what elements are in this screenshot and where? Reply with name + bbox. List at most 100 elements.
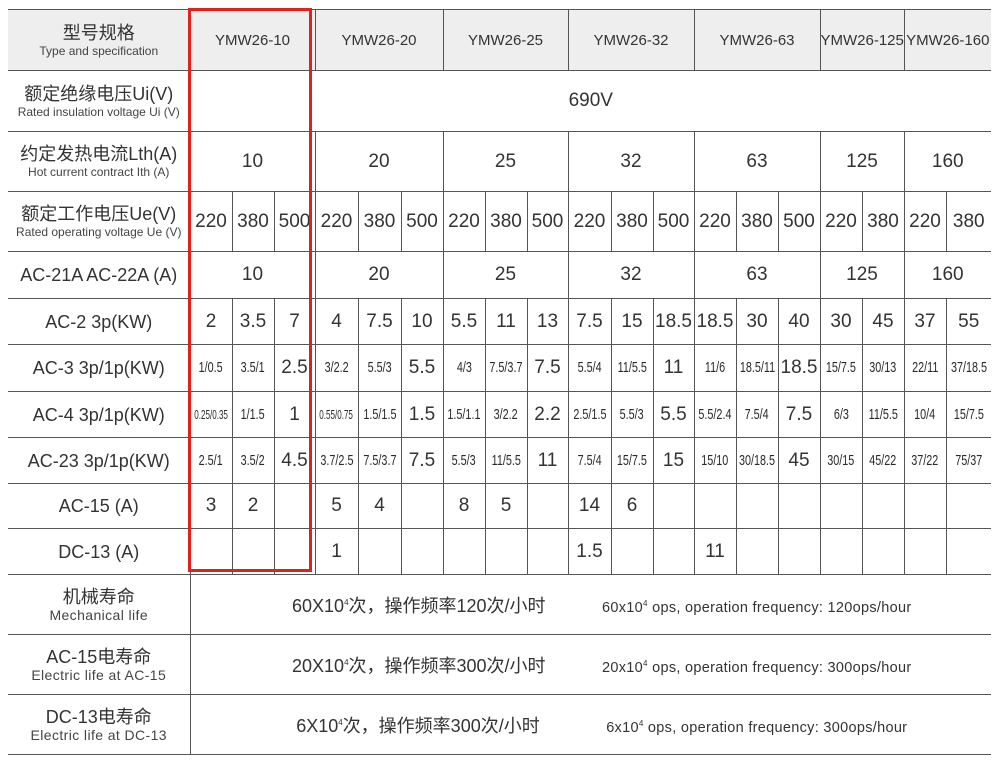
cell-value: 6/3 [833, 405, 849, 423]
cell-value: 1.5 [576, 540, 603, 562]
spec-cell [945, 528, 991, 575]
row-label-cn: AC-21A AC-22A (A) [20, 265, 178, 285]
spec-cell: 6 [610, 483, 654, 529]
row-label-cn: 约定发热电流Lth(A) [20, 144, 178, 164]
spec-cell: 3.5/2 [231, 437, 275, 484]
header-label-en: Type and specification [39, 43, 159, 58]
spec-cell [777, 483, 821, 529]
spec-cell: 3/2.2 [314, 344, 359, 392]
spec-cell [400, 528, 444, 575]
cell-value: 220 [573, 210, 606, 232]
cell-value: 2.2 [534, 403, 561, 425]
spec-cell: 0.25/0.35 [189, 391, 233, 438]
cell-value: 125 [846, 150, 878, 172]
cell-value: 18.5 [780, 357, 818, 378]
spec-cell: 4 [314, 298, 359, 345]
cell-value: 11 [663, 357, 684, 378]
spec-row-ue: 额定工作电压Ue(V) Rated operating voltage Ue (V… [8, 191, 991, 252]
cell-value: 2 [205, 310, 217, 332]
spec-cell: 1/1.5 [231, 391, 275, 438]
spec-cell: 37/22 [903, 437, 947, 484]
spec-cell: 500 [526, 191, 569, 252]
cell-value: 500 [531, 210, 564, 232]
spec-cell: 25 [442, 131, 569, 192]
spec-cell: 5 [314, 483, 359, 529]
cell-value: 55 [958, 310, 980, 332]
cell-value: 5.5 [660, 403, 687, 425]
cell-value: 380 [363, 210, 396, 232]
spec-cell [189, 528, 233, 575]
spec-cell: 380 [735, 191, 779, 252]
spec-cell: 4 [357, 483, 402, 529]
cell-value: 30 [830, 310, 852, 332]
cell-value: 4 [374, 495, 385, 516]
row-label-cell: 机械寿命 Mechanical life [8, 574, 191, 635]
spec-cell [735, 483, 779, 529]
row-label-cn: DC-13 (A) [58, 541, 140, 562]
life-value-en: 6x104 ops, operation frequency: 300ops/h… [606, 719, 907, 736]
cell-value: 6 [626, 495, 638, 516]
spec-cell: 160 [903, 251, 991, 299]
cell-value: 1.5/1.1 [447, 405, 481, 423]
spec-cell: 22/11 [903, 344, 947, 392]
cell-value: 220 [320, 210, 353, 232]
life-cn-exponent: 4 [338, 717, 343, 727]
cell-value: 3 [205, 495, 217, 516]
spec-row-lth: 约定发热电流Lth(A) Hot current contract Ith (A)… [8, 131, 991, 192]
spec-row-ac21: AC-21A AC-22A (A) 10 20 25 32 63 125 160 [8, 251, 991, 299]
spec-cell: 220 [567, 191, 612, 252]
cell-value: 14 [578, 495, 601, 516]
spec-cell: 3/2.2 [484, 391, 528, 438]
spec-cell: 11 [484, 298, 528, 345]
cell-value: 0.25/0.35 [194, 406, 228, 422]
spec-cell [735, 528, 779, 575]
spec-cell: 125 [819, 131, 905, 192]
spec-cell: 18.5 [652, 298, 695, 345]
cell-value: 10 [241, 150, 264, 172]
cell-value: 7.5 [366, 310, 393, 332]
spec-cell: 11/5.5 [610, 344, 654, 392]
cell-value: 10/4 [914, 405, 936, 423]
row-label-cell: AC-15电寿命 Electric life at AC-15 [8, 634, 191, 695]
cell-value: 11 [537, 449, 558, 471]
spec-cell: 11 [526, 437, 569, 484]
spec-cell: 15 [610, 298, 654, 345]
cell-value: 45/22 [869, 451, 897, 469]
life-value-cn: 20X104次，操作频率300次/小时 [270, 652, 602, 678]
cell-value: 32 [620, 150, 642, 172]
cell-value: 10 [241, 264, 264, 285]
cell-value: 15 [662, 449, 685, 471]
life-row-mech: 机械寿命 Mechanical life 60X104次，操作频率120次/小时 60… [8, 574, 991, 635]
spec-row-ac3: AC-3 3p/1p(KW) 1/0.5 3.5/1 2.5 3/2.2 5.5/3 5.5… [8, 344, 991, 392]
spec-cell: 15 [652, 437, 695, 484]
spec-cell: 14 [567, 483, 612, 529]
spec-cell: 7.5 [777, 391, 821, 438]
row-label-cell: AC-4 3p/1p(KW) [8, 391, 191, 438]
spec-cell: 2 [189, 298, 233, 345]
spec-cell: 5.5/3 [610, 391, 654, 438]
spec-cell [861, 528, 905, 575]
cell-value: 11/5.5 [491, 451, 521, 469]
life-value-cn: 60X104次，操作频率120次/小时 [270, 592, 602, 618]
life-cn-base: 60X10 [292, 595, 345, 616]
cell-value: 3.5 [239, 310, 267, 332]
spec-row-dc13: DC-13 (A) 1 1.5 11 [8, 528, 991, 575]
spec-cell: 220 [903, 191, 947, 252]
spec-cell: 5.5/3 [357, 344, 402, 392]
row-label-en: Electric life at DC-13 [30, 727, 167, 743]
cell-value: 45 [872, 310, 894, 332]
life-cn-base: 6X10 [296, 715, 339, 736]
spec-cell: 18.5/11 [735, 344, 779, 392]
cell-value: 7.5/4 [744, 405, 770, 423]
cell-value: 380 [741, 210, 773, 232]
life-row-dc13life: DC-13电寿命 Electric life at DC-13 6X104次，操作频… [8, 694, 991, 755]
spec-cell: 7.5 [567, 298, 612, 345]
spec-cell: 2.5 [273, 344, 316, 392]
life-cn-base: 20X10 [292, 655, 345, 676]
row-label-cn: AC-15 (A) [58, 496, 139, 516]
row-label-cn: AC-4 3p/1p(KW) [32, 404, 165, 425]
spec-cell [526, 483, 569, 529]
cell-value: 5.5/4 [577, 359, 602, 376]
spec-cell: 32 [567, 131, 695, 192]
spec-cell [652, 483, 695, 529]
